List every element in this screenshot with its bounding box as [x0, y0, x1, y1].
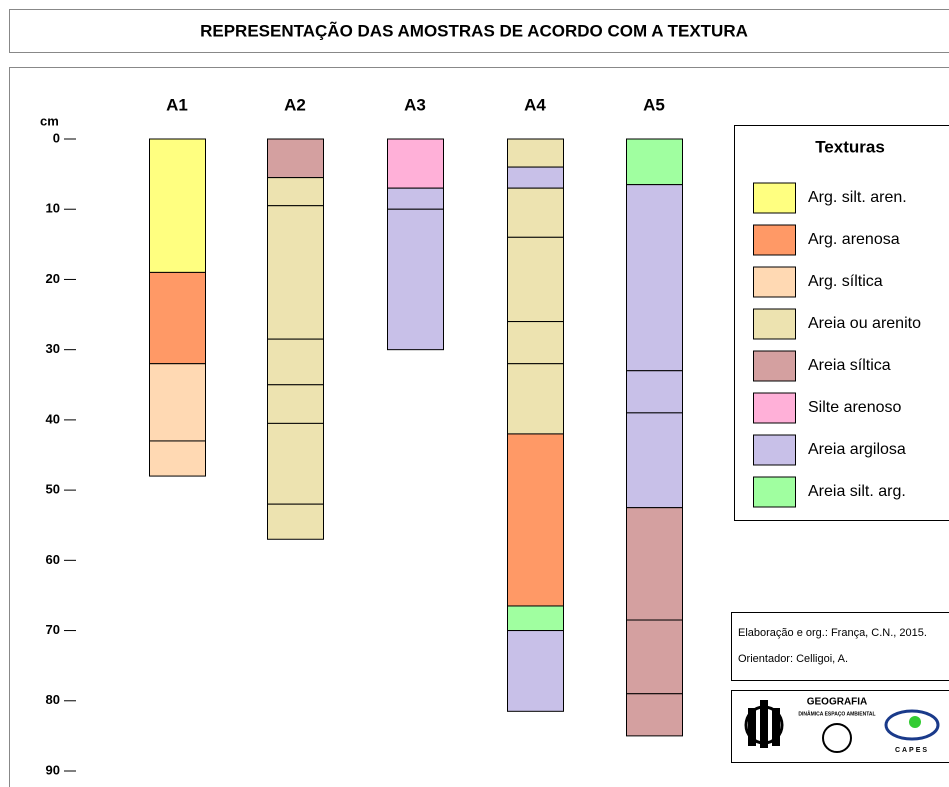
y-tick-label: 10 [46, 201, 60, 216]
layer [149, 363, 206, 442]
legend-swatch [753, 434, 796, 466]
y-tick-label: 40 [46, 411, 60, 426]
y-tick-label: 50 [46, 482, 60, 497]
layer [507, 166, 564, 189]
legend-label: Silte arenoso [808, 399, 901, 416]
legend-title: Texturas [815, 137, 885, 156]
layer [507, 433, 564, 607]
legend-swatch [753, 266, 796, 298]
layer [267, 422, 324, 505]
layer [149, 440, 206, 477]
layer [267, 177, 324, 207]
column-label: A2 [284, 95, 306, 114]
logo-text: CAPES [895, 747, 929, 754]
layer [267, 384, 324, 424]
logo-capes [884, 709, 940, 741]
legend-label: Arg. síltica [808, 273, 883, 290]
layer [507, 363, 564, 435]
y-axis-label: cm [40, 113, 59, 128]
layer [626, 184, 683, 372]
layer [149, 138, 206, 273]
layer [267, 503, 324, 540]
credit: Elaboração e org.: França, C.N., 2015. [738, 627, 927, 639]
y-tick-label: 30 [46, 341, 60, 356]
legend-swatch [753, 476, 796, 508]
layer [267, 138, 324, 179]
credit: Orientador: Celligoi, A. [738, 653, 848, 665]
layer [507, 605, 564, 632]
layer [507, 630, 564, 712]
layer [626, 507, 683, 621]
y-tick-label: 20 [46, 271, 60, 286]
layer [626, 138, 683, 186]
layer [626, 693, 683, 737]
chart-title: REPRESENTAÇÃO DAS AMOSTRAS DE ACORDO COM… [200, 20, 748, 40]
layer [507, 187, 564, 238]
logo-globe [822, 723, 852, 753]
y-tick-label: 60 [46, 552, 60, 567]
legend-swatch [753, 350, 796, 382]
legend-swatch [753, 182, 796, 214]
layer [626, 412, 683, 509]
column-label: A3 [404, 95, 426, 114]
layer [626, 619, 683, 695]
layer [507, 321, 564, 365]
legend-label: Areia silt. arg. [808, 483, 906, 500]
layer [387, 208, 444, 351]
legend-label: Arg. silt. aren. [808, 189, 907, 206]
legend-swatch [753, 224, 796, 256]
layer [387, 187, 444, 210]
layer [507, 236, 564, 323]
layer [626, 370, 683, 414]
logo-uel [744, 700, 784, 748]
layer [267, 338, 324, 386]
layer [149, 271, 206, 365]
column-label: A5 [643, 95, 665, 114]
legend-swatch [753, 392, 796, 424]
y-tick-label: 90 [46, 762, 60, 777]
legend-label: Areia síltica [808, 357, 891, 374]
y-tick-label: 80 [46, 692, 60, 707]
legend-label: Arg. arenosa [808, 231, 900, 248]
logo-capes-dot [909, 716, 921, 728]
logo-text: DINÂMICA ESPAÇO AMBIENTAL [798, 710, 875, 717]
column-label: A4 [524, 95, 546, 114]
title-box [9, 9, 949, 53]
legend-label: Areia argilosa [808, 441, 906, 458]
plot-box [9, 67, 949, 787]
y-tick-label: 0 [53, 130, 60, 145]
layer [267, 205, 324, 340]
legend-label: Areia ou arenito [808, 315, 921, 332]
credits-box [731, 612, 949, 681]
y-tick-label: 70 [46, 622, 60, 637]
column-label: A1 [166, 95, 188, 114]
layer [507, 138, 564, 168]
legend-swatch [753, 308, 796, 340]
logo-text: GEOGRAFIA [807, 697, 868, 708]
layer [387, 138, 444, 189]
